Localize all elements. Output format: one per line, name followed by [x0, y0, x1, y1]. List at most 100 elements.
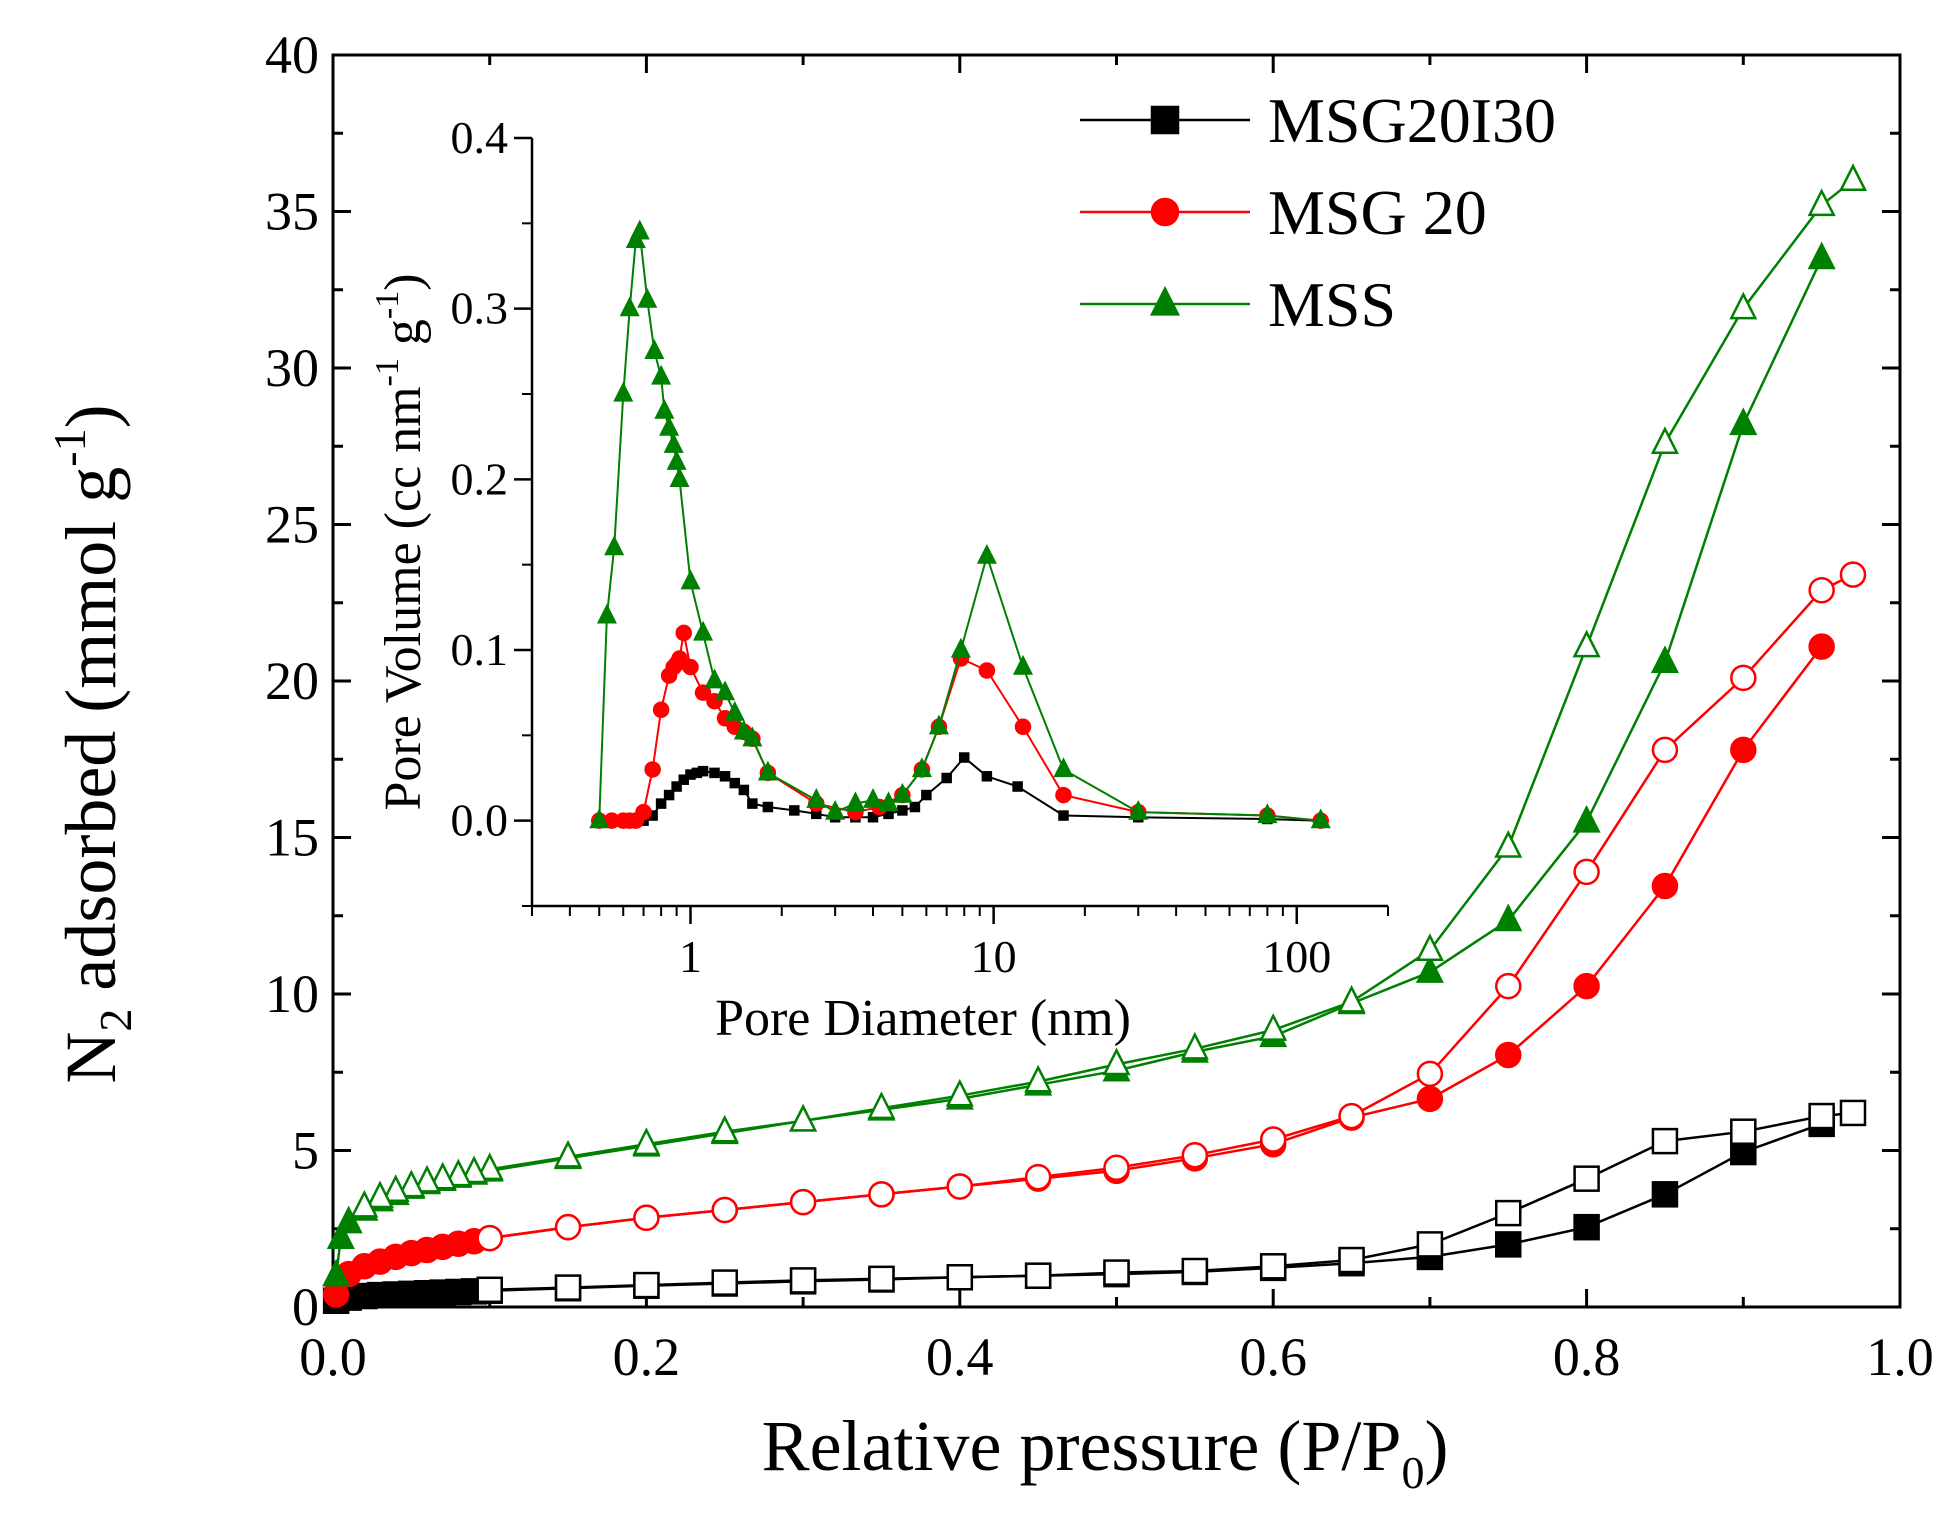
main-x-axis-title: Relative pressure (P/P0) — [762, 1406, 1449, 1498]
msg20-desorption-point — [1259, 1126, 1287, 1153]
mss-adsorption-point — [1415, 955, 1444, 983]
mss-adsorption-point — [1494, 903, 1523, 932]
inset-mss-point — [659, 415, 680, 436]
mss-desorption-point — [350, 1189, 379, 1218]
mss-desorption-point — [397, 1169, 426, 1198]
mss-desorption-point — [945, 1078, 974, 1107]
inset-mss-point — [950, 637, 971, 658]
msg20i30-desorption-point — [1024, 1262, 1052, 1289]
inset-mss-point — [644, 339, 665, 359]
mss-adsorption-point — [1650, 645, 1679, 674]
inset-msg20i30-point — [958, 752, 970, 763]
inset-mss-point — [862, 787, 884, 808]
inset-msg20-point — [978, 662, 996, 679]
main-y-tick-label: 40 — [265, 25, 319, 85]
mss-desorption-point — [1024, 1064, 1053, 1093]
msg20-desorption-point — [1338, 1102, 1365, 1130]
msg20i30-adsorption-point — [1573, 1213, 1600, 1241]
main-y-tick-label: 15 — [265, 808, 319, 868]
inset-msg20i30-point — [738, 784, 750, 796]
msg20i30-desorption-point — [1181, 1257, 1209, 1285]
mss-desorption-point — [1650, 426, 1679, 454]
inset-msg20-point — [1014, 718, 1032, 736]
msg20-desorption-point — [1103, 1154, 1130, 1181]
inset-y-tick-label: 0.3 — [451, 283, 509, 334]
msg20-adsorption-point — [1651, 872, 1679, 900]
mss-adsorption-point — [322, 1258, 351, 1287]
msg20i30-desorption-point — [476, 1276, 503, 1304]
msg20-desorption-point — [711, 1196, 738, 1224]
inset-mss-point — [1257, 803, 1278, 824]
main-x-tick-label: 0.0 — [299, 1327, 367, 1387]
inset-mss-point — [693, 620, 714, 641]
inset-msg20i30-point — [762, 801, 774, 813]
legend-msg20i30-label: MSG20I30 — [1268, 85, 1556, 156]
inset-msg20i30-point — [789, 805, 800, 816]
inset-msg20-point — [675, 624, 692, 642]
msg20i30-desorption-point — [789, 1267, 817, 1294]
inset-mss-point — [911, 757, 932, 778]
mss-desorption-point — [412, 1164, 442, 1193]
msg20-desorption-point — [789, 1188, 817, 1216]
inset-x-tick-label: 100 — [1262, 931, 1331, 982]
inset-msg20i30-point — [663, 789, 675, 801]
msg20-adsorption-point — [1573, 972, 1600, 1000]
msg20-desorption-point — [868, 1181, 895, 1208]
msg20i30-adsorption-point — [1495, 1231, 1522, 1258]
main-plot: 0.0 0.2 0.4 0.6 0.8 1.0 0 5 10 15 20 25 30 35 40 — [265, 25, 1934, 1387]
inset-msg20i30-point — [867, 812, 879, 823]
inset-msg20i30-point — [697, 765, 709, 777]
mss-adsorption-point — [1572, 804, 1601, 833]
inset-mss-point — [1012, 654, 1034, 675]
mss-desorption-point — [789, 1103, 818, 1132]
main-plot-frame — [331, 53, 1902, 1309]
inset-msg20-point — [644, 761, 661, 778]
inset-msg20i30-point — [655, 798, 667, 809]
inset-mss-point — [806, 787, 827, 808]
inset-mss-point — [724, 700, 745, 721]
msg20i30-desorption-point — [946, 1264, 974, 1291]
inset-mss-point — [757, 760, 778, 781]
mss-adsorption-point — [1729, 407, 1758, 436]
inset-mss-point — [680, 569, 701, 590]
main-y-tick-label: 5 — [292, 1121, 319, 1181]
inset-plot: 1 10 100 0.0 0.1 0.2 0.3 0.4 — [451, 112, 1389, 982]
inset-msg20i30-point — [729, 777, 741, 789]
inset-y-tick-label: 0.4 — [451, 112, 509, 163]
inset-mss-point — [892, 782, 913, 803]
mss-desorption-point — [365, 1180, 395, 1209]
inset-mss-point — [878, 791, 899, 812]
msg20-desorption-point — [1730, 664, 1757, 692]
mss-adsorption-line — [334, 257, 1823, 1276]
legend-mss-label: MSS — [1268, 269, 1396, 340]
msg20i30-adsorption-point — [1651, 1181, 1679, 1208]
inset-msg20i30-point — [921, 789, 932, 801]
mss-adsorption-point — [1807, 241, 1836, 270]
msg20i30-desorption-point — [1103, 1259, 1130, 1286]
mss-desorption-point — [1838, 163, 1868, 192]
inset-mss-point — [733, 719, 754, 740]
msg20-desorption-point — [1808, 576, 1835, 604]
inset-mss-point — [825, 799, 846, 820]
msg20-desorption-point — [1573, 858, 1600, 886]
msg20-adsorption-point — [1808, 633, 1835, 660]
mss-desorption-line — [363, 179, 1854, 1208]
msg20-desorption-point — [1839, 561, 1867, 588]
mss-desorption-point — [710, 1114, 739, 1143]
mss-desorption-point — [1729, 291, 1758, 320]
mss-desorption-point — [554, 1139, 583, 1168]
inset-mss-point — [715, 680, 736, 701]
msg20i30-desorption-point — [1573, 1165, 1600, 1192]
inset-y-tick-label: 0.1 — [451, 624, 509, 675]
msg20i30-desorption-point — [1651, 1127, 1679, 1155]
main-x-tick-label: 0.4 — [926, 1327, 994, 1387]
msg20i30-desorption-point — [1495, 1199, 1522, 1227]
msg20-desorption-point — [1495, 972, 1522, 1000]
mss-desorption-point — [459, 1155, 489, 1184]
inset-y-axis-title: Pore Volume (cc nm-1 g-1) — [369, 273, 432, 810]
legend-msg20-marker — [1150, 197, 1180, 227]
inset-mss-line — [598, 228, 1321, 822]
legend-msg20i30-marker — [1150, 105, 1180, 135]
msg20i30-desorption-point — [711, 1269, 738, 1296]
inset-mss-point — [604, 535, 625, 556]
